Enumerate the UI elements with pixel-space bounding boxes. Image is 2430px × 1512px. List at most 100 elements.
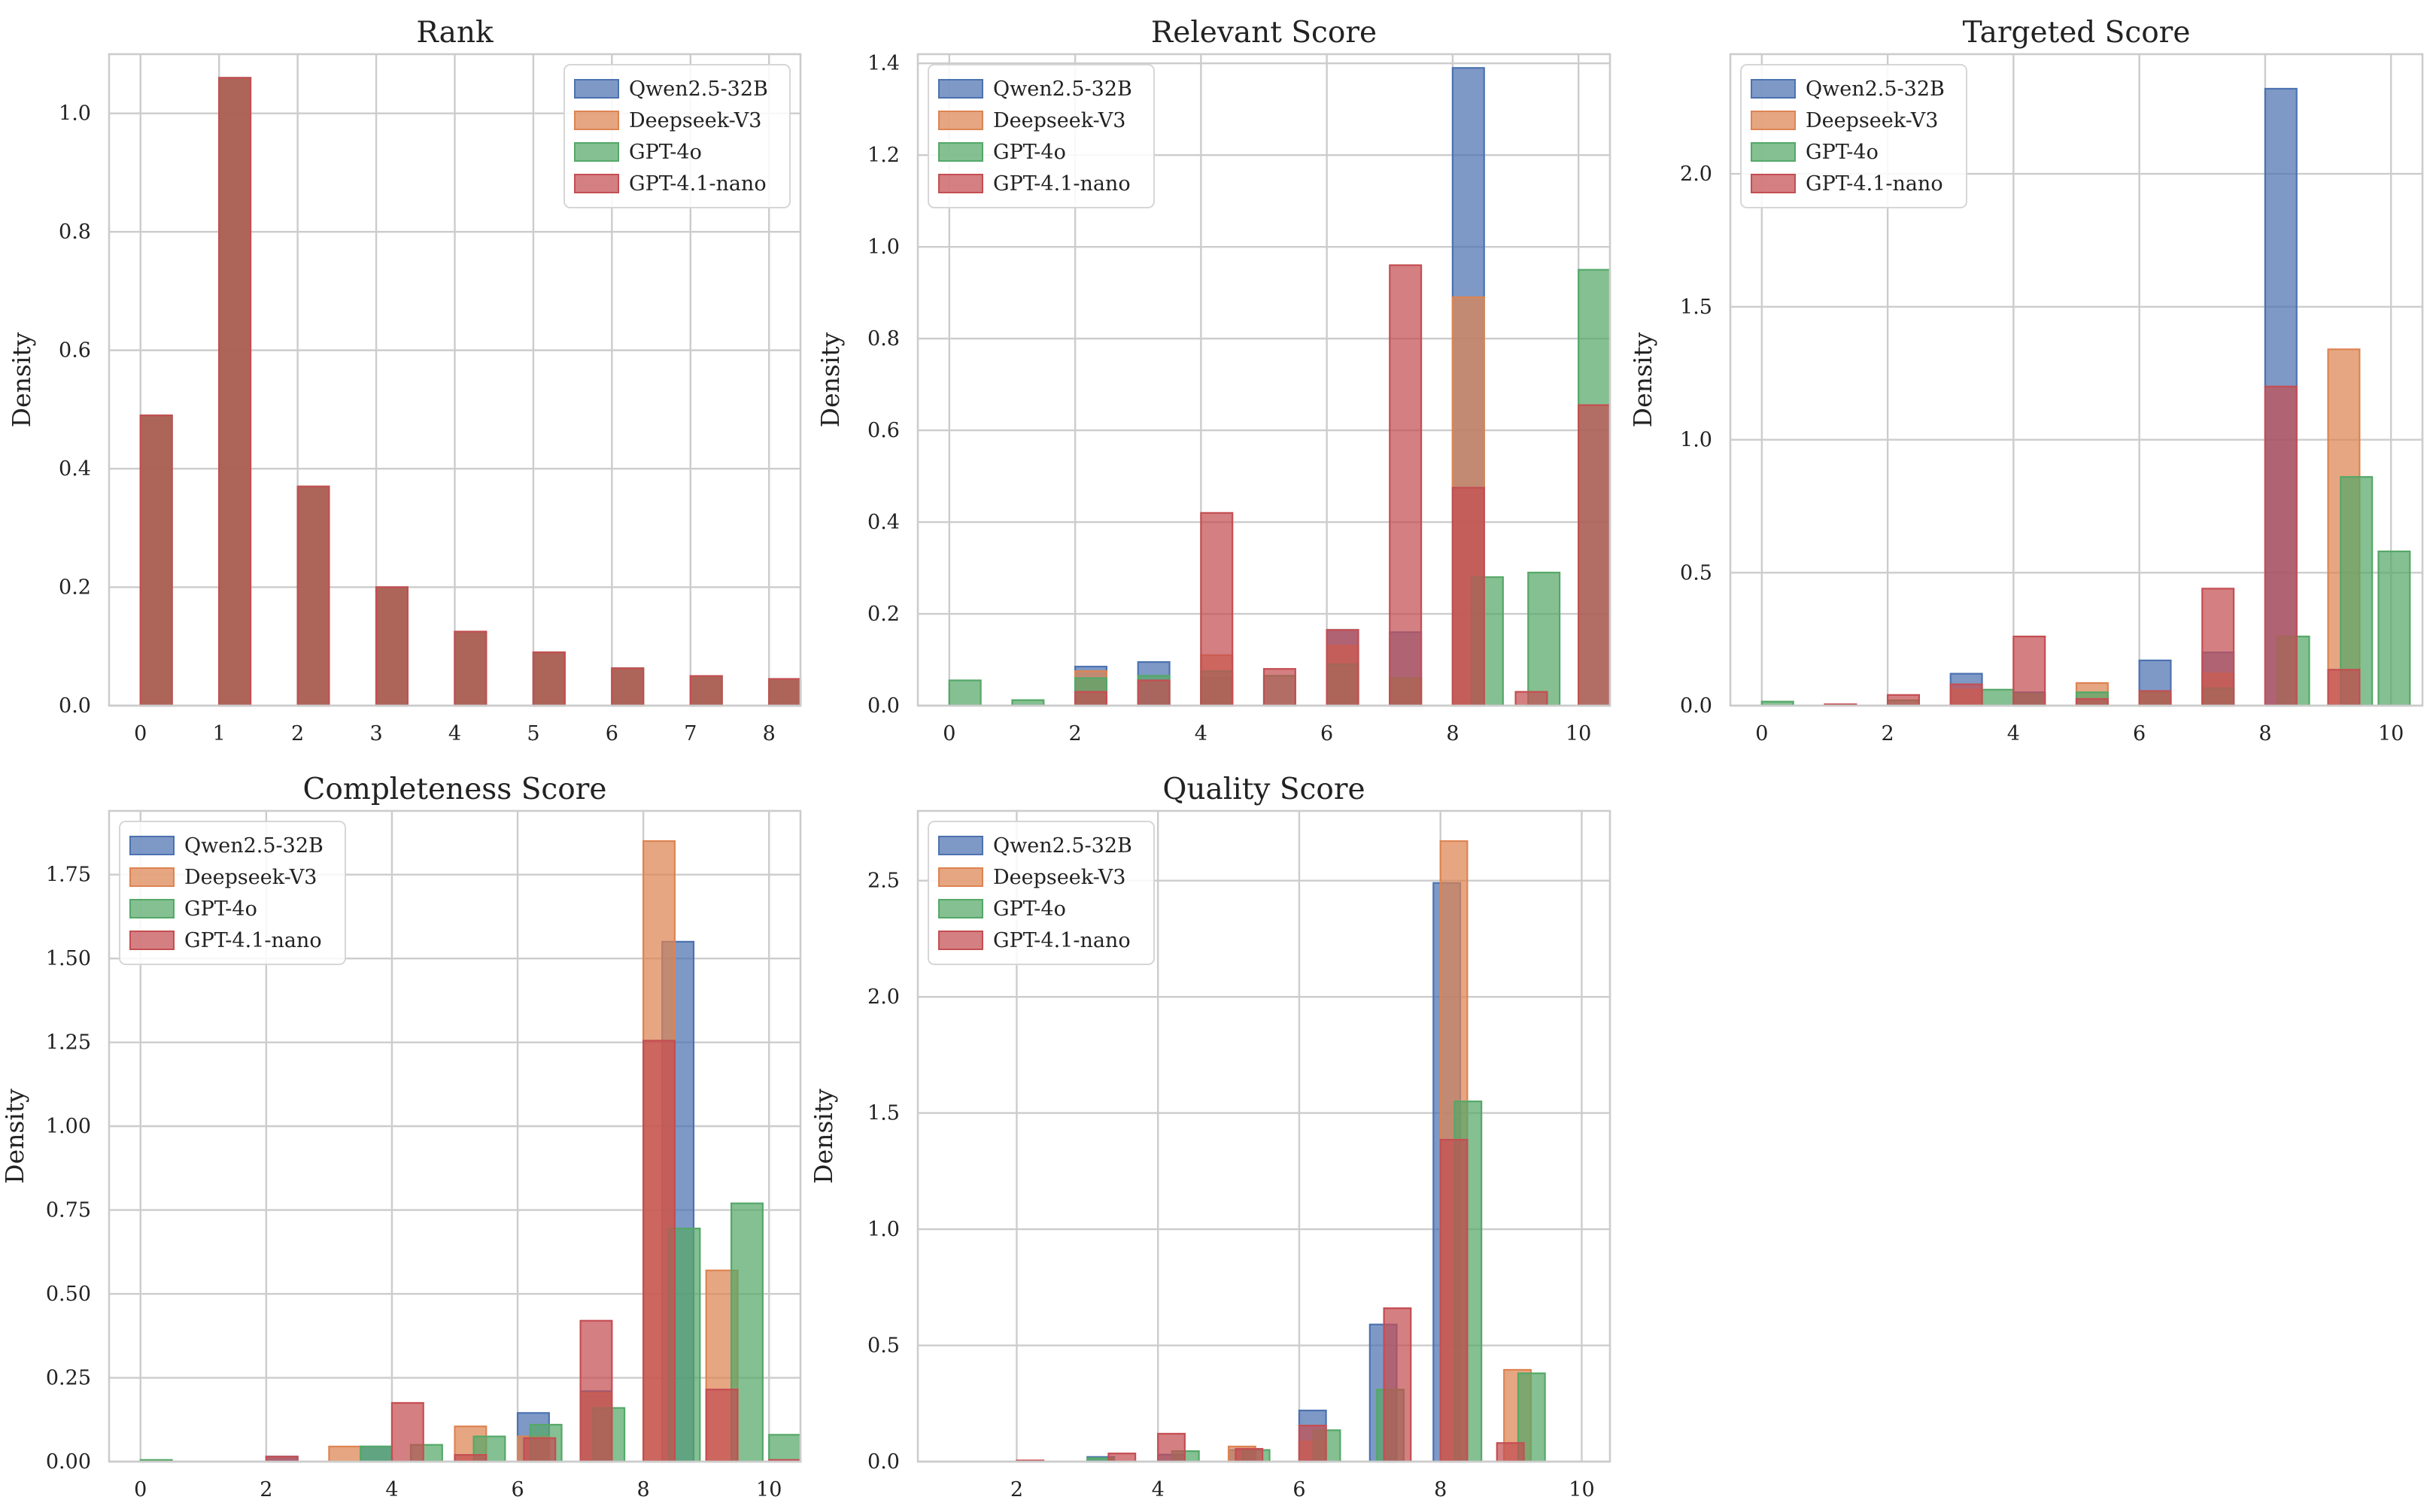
- bar-gpt-4-1-nano: [1137, 679, 1171, 707]
- legend-swatch-qwen2-5-32b: [574, 79, 619, 99]
- x-tick-label: 2: [1010, 1478, 1023, 1501]
- chart-title: Completeness Score: [303, 773, 607, 806]
- x-tick-label: 8: [763, 722, 776, 745]
- bar-gpt-4-1-nano: [1107, 1453, 1137, 1463]
- bar-gpt-4-1-nano: [532, 651, 566, 707]
- legend-swatch-deepseek-v3: [574, 111, 619, 130]
- x-tick-label: 8: [637, 1478, 650, 1501]
- x-tick-label: 5: [527, 722, 539, 745]
- legend-label-qwen2-5-32b: Qwen2.5-32B: [993, 77, 1132, 101]
- legend-label-gpt-4o: GPT-4o: [1806, 141, 1879, 164]
- legend-swatch-gpt-4o: [938, 899, 983, 918]
- bar-gpt-4-1-nano: [2075, 698, 2109, 707]
- bar-gpt-4-1-nano: [1451, 487, 1485, 707]
- legend-label-deepseek-v3: Deepseek-V3: [993, 866, 1125, 889]
- x-tick-label: 6: [606, 722, 618, 745]
- legend-frame: [928, 64, 1155, 208]
- bars: [139, 77, 802, 707]
- y-tick-label: 0.75: [46, 1199, 91, 1222]
- legend-label-qwen2-5-32b: Qwen2.5-32B: [184, 834, 323, 858]
- x-tick-label: 0: [134, 1478, 147, 1501]
- x-tick-label: 6: [1320, 722, 1333, 745]
- legend-label-gpt-4-1-nano: GPT-4.1-nano: [993, 172, 1131, 196]
- bar-gpt-4-1-nano: [768, 678, 802, 707]
- legend-label-gpt-4o: GPT-4o: [184, 897, 257, 921]
- bars: [139, 840, 802, 1463]
- legend-label-gpt-4o: GPT-4o: [993, 141, 1066, 164]
- y-tick-label: 0.4: [59, 457, 91, 481]
- legend-swatch-qwen2-5-32b: [938, 836, 983, 855]
- bar-gpt-4-1-nano: [454, 630, 488, 707]
- bar-gpt-4-1-nano: [1298, 1425, 1327, 1463]
- bar-gpt-4-1-nano: [2201, 587, 2235, 707]
- bar-gpt-4-1-nano: [454, 1453, 488, 1463]
- y-axis-label: Density: [1628, 332, 1657, 427]
- legend: Qwen2.5-32B Deepseek-V3 GPT-4o GPT-4.1-nano: [928, 821, 1155, 965]
- y-tick-label: 1.0: [867, 1218, 900, 1241]
- legend-label-deepseek-v3: Deepseek-V3: [993, 109, 1125, 132]
- y-axis-label: Density: [816, 332, 845, 427]
- bar-gpt-4-1-nano: [1157, 1432, 1186, 1463]
- legend-frame: [119, 821, 346, 965]
- x-tick-label: 2: [1881, 722, 1894, 745]
- x-tick-label: 7: [684, 722, 697, 745]
- y-tick-label: 0.0: [867, 694, 900, 718]
- bar-gpt-4o: [360, 1445, 393, 1463]
- legend-swatch-deepseek-v3: [938, 867, 983, 887]
- legend-swatch-deepseek-v3: [129, 867, 175, 887]
- x-tick-label: 10: [1569, 1478, 1594, 1501]
- bar-gpt-4-1-nano: [1326, 629, 1359, 707]
- y-axis-label: Density: [809, 1088, 838, 1184]
- y-tick-label: 1.25: [46, 1031, 91, 1055]
- legend-swatch-gpt-4-1-nano: [129, 931, 175, 950]
- legend-label-qwen2-5-32b: Qwen2.5-32B: [629, 77, 768, 101]
- bar-gpt-4-1-nano: [1439, 1139, 1469, 1463]
- legend-label-qwen2-5-32b: Qwen2.5-32B: [993, 834, 1132, 858]
- y-tick-label: 0.0: [59, 694, 91, 718]
- legend-label-deepseek-v3: Deepseek-V3: [629, 109, 761, 132]
- bar-gpt-4-1-nano: [2012, 635, 2046, 707]
- legend-label-gpt-4-1-nano: GPT-4.1-nano: [184, 929, 322, 952]
- y-tick-label: 1.50: [46, 947, 91, 970]
- x-tick-label: 8: [2258, 722, 2271, 745]
- y-tick-label: 1.75: [46, 864, 91, 887]
- bar-gpt-4-1-nano: [390, 1401, 424, 1463]
- legend-swatch-gpt-4-1-nano: [938, 174, 983, 193]
- y-tick-label: 2.0: [1680, 162, 1712, 186]
- y-tick-label: 0.2: [59, 576, 91, 600]
- legend-label-gpt-4-1-nano: GPT-4.1-nano: [1806, 172, 1943, 196]
- panel-completeness-score: 0 2 4 6 8 10 0.00 0.25 0.50 0.75 1.00 1.25 1.50 1.75 C…: [0, 773, 802, 1501]
- y-tick-label: 1.5: [1680, 296, 1712, 319]
- bars: [1760, 87, 2411, 707]
- legend-swatch-gpt-4o: [1751, 142, 1796, 162]
- y-tick-label: 0.50: [46, 1283, 91, 1306]
- y-tick-label: 1.0: [59, 102, 91, 126]
- legend-swatch-gpt-4-1-nano: [1751, 174, 1796, 193]
- bar-gpt-4o: [2377, 550, 2411, 707]
- legend-label-gpt-4o: GPT-4o: [629, 141, 702, 164]
- bar-gpt-4-1-nano: [705, 1389, 739, 1463]
- legend-label-gpt-4-1-nano: GPT-4.1-nano: [993, 929, 1131, 952]
- bar-gpt-4-1-nano: [1383, 1307, 1412, 1463]
- bar-gpt-4-1-nano: [1235, 1447, 1264, 1463]
- legend-swatch-qwen2-5-32b: [938, 79, 983, 99]
- bar-gpt-4-1-nano: [579, 1319, 613, 1463]
- y-tick-label: 2.5: [867, 870, 900, 893]
- bar-gpt-4-1-nano: [1514, 691, 1548, 707]
- legend: Qwen2.5-32B Deepseek-V3 GPT-4o GPT-4.1-nano: [928, 64, 1155, 208]
- bar-gpt-4o: [1527, 572, 1561, 707]
- y-tick-label: 0.6: [59, 339, 91, 363]
- bar-gpt-4-1-nano: [642, 1040, 676, 1463]
- bar-gpt-4o: [1981, 688, 2015, 707]
- y-axis-label: Density: [7, 332, 36, 427]
- x-tick-label: 3: [369, 722, 382, 745]
- panel-quality-score: 2 4 6 8 10 0.0 0.5 1.0 1.5 2.0 2.5 Quality Score Den…: [809, 773, 1611, 1501]
- x-tick-label: 4: [385, 1478, 398, 1501]
- x-tick-label: 4: [2007, 722, 2020, 745]
- y-tick-label: 0.0: [867, 1450, 900, 1474]
- legend-label-deepseek-v3: Deepseek-V3: [184, 866, 317, 889]
- legend-label-gpt-4-1-nano: GPT-4.1-nano: [629, 172, 767, 196]
- bar-gpt-4-1-nano: [375, 586, 409, 707]
- bar-gpt-4-1-nano: [2264, 385, 2298, 707]
- y-tick-label: 0.5: [1680, 561, 1712, 584]
